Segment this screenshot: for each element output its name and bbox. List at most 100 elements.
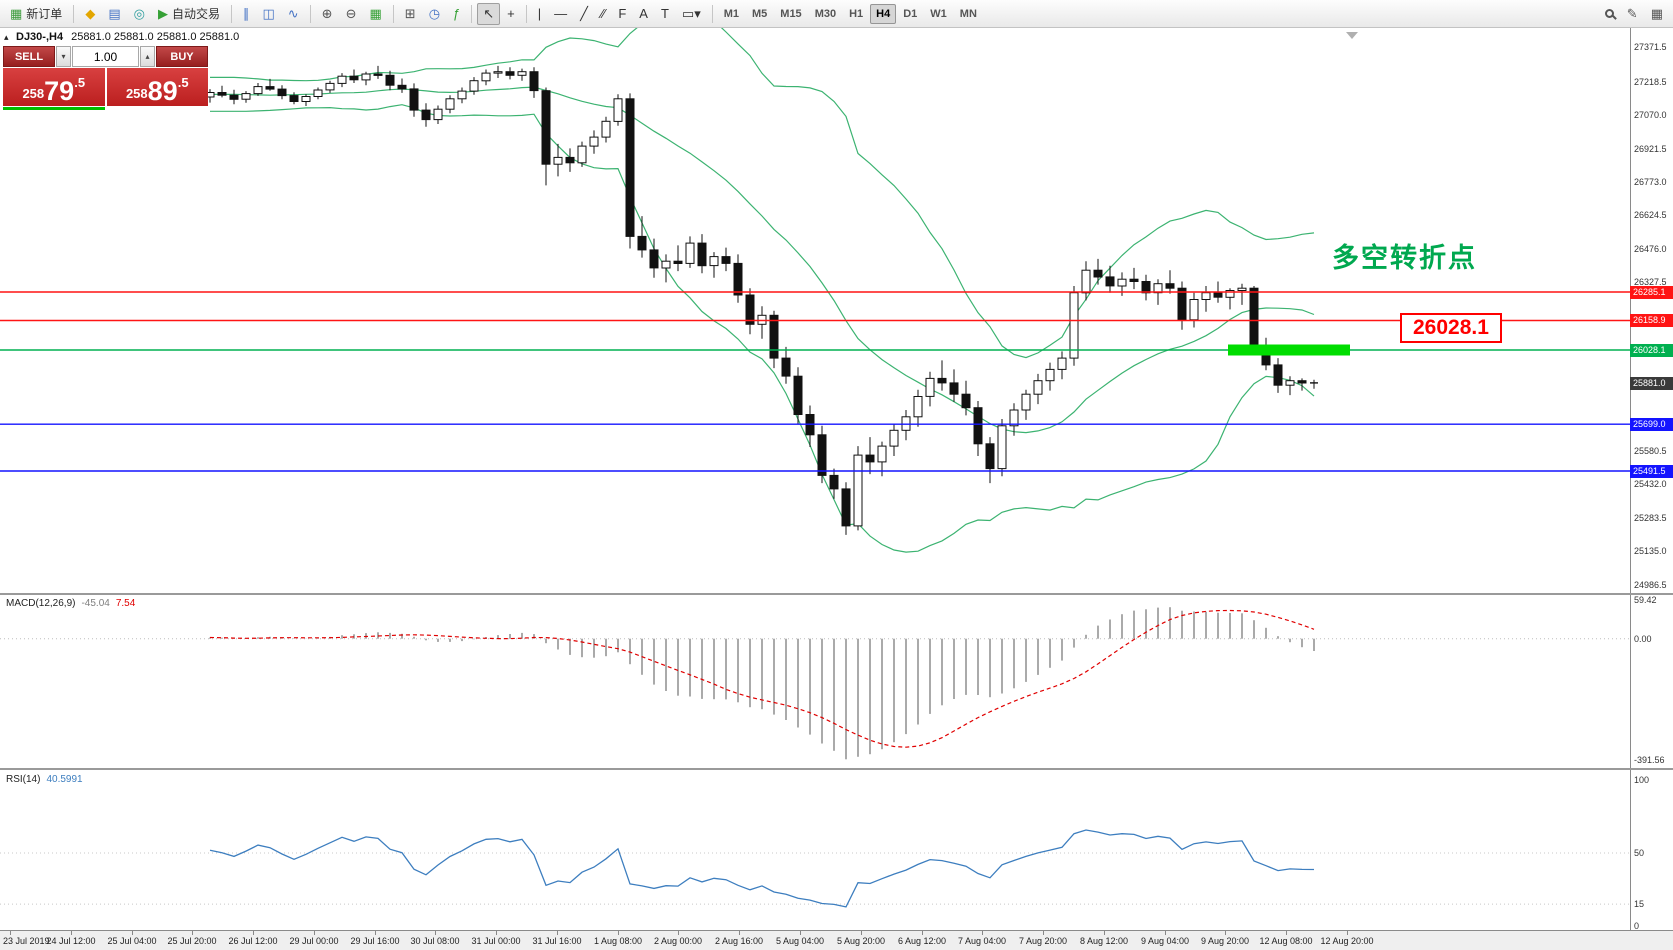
rsi-value: 40.5991 bbox=[46, 774, 83, 785]
price-axis[interactable]: 27371.5 27218.5 27070.0 26921.5 26773.0 26624… bbox=[1630, 28, 1673, 950]
line-chart-button[interactable]: ∿ bbox=[282, 3, 305, 25]
sell-price-tile[interactable]: 258 79.5 bbox=[3, 68, 105, 106]
new-order-button[interactable]: ▦ 新订单 bbox=[4, 3, 68, 25]
turning-point-annotation[interactable]: 多空转折点 bbox=[1332, 243, 1477, 273]
cursor-button[interactable]: ↖ bbox=[477, 2, 501, 25]
time-label: 23 Jul 2019 bbox=[3, 936, 50, 946]
channel-button[interactable]: ∕∕ bbox=[595, 3, 611, 25]
wave-icon: ∿ bbox=[287, 6, 299, 21]
navigator-button[interactable]: ◎ bbox=[128, 3, 151, 25]
volume-increase-button[interactable]: ▴ bbox=[140, 46, 155, 67]
windows-button[interactable]: ▦ bbox=[1645, 3, 1669, 25]
chart-shift-marker[interactable] bbox=[1346, 32, 1358, 39]
grid-icon: ▦ bbox=[369, 6, 382, 21]
market-watch-button[interactable]: ▤ bbox=[102, 3, 126, 25]
time-label: 9 Aug 04:00 bbox=[1140, 936, 1190, 946]
crosshair-icon: + bbox=[507, 6, 515, 21]
new-chart-button[interactable]: ⊞ bbox=[399, 3, 422, 25]
timeframe-m30[interactable]: M30 bbox=[814, 7, 837, 20]
timeframe-mn[interactable]: MN bbox=[959, 7, 977, 20]
volume-decrease-button[interactable]: ▾ bbox=[56, 46, 71, 67]
price-chart-canvas[interactable] bbox=[0, 28, 1673, 950]
profiles-button[interactable]: ◷ bbox=[423, 3, 446, 25]
tile-windows-button[interactable]: ▦ bbox=[363, 3, 387, 25]
timeframe-m5[interactable]: M5 bbox=[752, 7, 768, 20]
time-tick bbox=[1104, 931, 1105, 935]
timeframe-m15[interactable]: M15 bbox=[780, 7, 802, 20]
volume-input[interactable] bbox=[72, 46, 139, 67]
buy-price-prefix: 258 bbox=[125, 86, 148, 101]
rsi-indicator-label: RSI(14) 40.5991 bbox=[6, 774, 83, 785]
function-icon: ƒ bbox=[453, 6, 461, 21]
panel-icon: ▤ bbox=[108, 6, 121, 21]
play-icon: ▶ bbox=[157, 6, 168, 21]
time-label: 24 Jul 12:00 bbox=[46, 936, 96, 946]
sell-price-fraction: .5 bbox=[74, 75, 86, 90]
time-tick bbox=[1225, 931, 1226, 935]
label-icon: T bbox=[660, 6, 669, 21]
price-tick-27218.5: 27218.5 bbox=[1634, 76, 1667, 87]
rsi-name: RSI(14) bbox=[6, 774, 41, 785]
zoom-out-button[interactable]: ⊖ bbox=[340, 3, 363, 25]
trendline-button[interactable]: ╱ bbox=[574, 3, 594, 25]
time-label: 6 Aug 12:00 bbox=[897, 936, 947, 946]
time-tick bbox=[1286, 931, 1287, 935]
macd-main-value: -45.04 bbox=[81, 598, 110, 609]
macd-signal-line bbox=[209, 609, 1315, 748]
macd-signal-value: 7.54 bbox=[115, 598, 136, 609]
fibonacci-button[interactable]: F bbox=[612, 3, 632, 25]
buy-button[interactable]: BUY bbox=[156, 46, 208, 67]
autotrading-button[interactable]: ▶ 自动交易 bbox=[152, 3, 226, 25]
rsi-scale-0: 0 bbox=[1634, 921, 1640, 931]
vline-icon: | bbox=[537, 6, 542, 21]
timeframe-d1[interactable]: D1 bbox=[903, 7, 918, 20]
time-label: 25 Jul 04:00 bbox=[107, 936, 157, 946]
shapes-icon: ▭▾ bbox=[681, 6, 701, 21]
text-button[interactable]: A bbox=[633, 3, 654, 25]
edit-button[interactable]: ✎ bbox=[1621, 3, 1644, 25]
price-tick-27070.0: 27070.0 bbox=[1634, 110, 1667, 121]
sell-button[interactable]: SELL bbox=[3, 46, 55, 67]
time-tick bbox=[618, 931, 619, 935]
toolbar-separator bbox=[309, 4, 311, 23]
toolbar-separator bbox=[525, 4, 527, 23]
time-axis[interactable]: 23 Jul 2019 24 Jul 12:00 25 Jul 04:00 25 Ju… bbox=[0, 930, 1673, 950]
text-label-button[interactable]: T bbox=[655, 3, 675, 25]
time-label: 25 Jul 20:00 bbox=[167, 936, 217, 946]
bar-chart-button[interactable]: ∥ bbox=[237, 3, 256, 25]
bars-icon: ∥ bbox=[242, 6, 250, 21]
sell-price-big-digits: 79 bbox=[44, 76, 75, 107]
rsi-scale-50: 50 bbox=[1634, 848, 1645, 858]
time-tick bbox=[922, 931, 923, 935]
horizontal-line-button[interactable]: — bbox=[548, 3, 573, 25]
symbol-name: DJ30-,H4 bbox=[16, 31, 64, 43]
timeframe-h4[interactable]: H4 bbox=[870, 3, 897, 24]
indicators-button[interactable]: ƒ bbox=[447, 3, 466, 25]
zoom-in-button[interactable]: ⊕ bbox=[316, 3, 339, 25]
favorites-button[interactable]: ◆ bbox=[79, 3, 101, 25]
price-tick-25580.5: 25580.5 bbox=[1634, 445, 1667, 456]
highlight-zone-rect[interactable] bbox=[1228, 344, 1350, 356]
candlestick-chart-button[interactable]: ◫ bbox=[256, 3, 280, 25]
time-tick bbox=[1165, 931, 1166, 935]
search-button[interactable] bbox=[1599, 3, 1620, 25]
trendline-icon: ╱ bbox=[580, 6, 588, 21]
timeframe-m1[interactable]: M1 bbox=[723, 7, 739, 20]
horizontal-line-objects bbox=[0, 291, 1630, 472]
buy-price-tile[interactable]: 258 89.5 bbox=[106, 68, 208, 106]
vertical-line-button[interactable]: | bbox=[532, 3, 547, 25]
timeframe-w1[interactable]: W1 bbox=[930, 7, 947, 20]
toolbar-separator bbox=[471, 4, 473, 23]
time-tick bbox=[10, 931, 11, 935]
window-plus-icon: ⊞ bbox=[404, 6, 416, 21]
price-tick-25283.5: 25283.5 bbox=[1634, 512, 1667, 523]
shapes-button[interactable]: ▭▾ bbox=[676, 3, 707, 25]
price-tag-annotation[interactable]: 26028.1 bbox=[1400, 313, 1502, 343]
crosshair-button[interactable]: + bbox=[501, 3, 521, 25]
one-click-collapse-arrow[interactable]: ▴ bbox=[4, 32, 9, 42]
time-tick bbox=[557, 931, 558, 935]
time-tick bbox=[861, 931, 862, 935]
time-label: 2 Aug 00:00 bbox=[653, 936, 703, 946]
hline-icon: — bbox=[554, 6, 568, 21]
timeframe-h1[interactable]: H1 bbox=[849, 7, 864, 20]
